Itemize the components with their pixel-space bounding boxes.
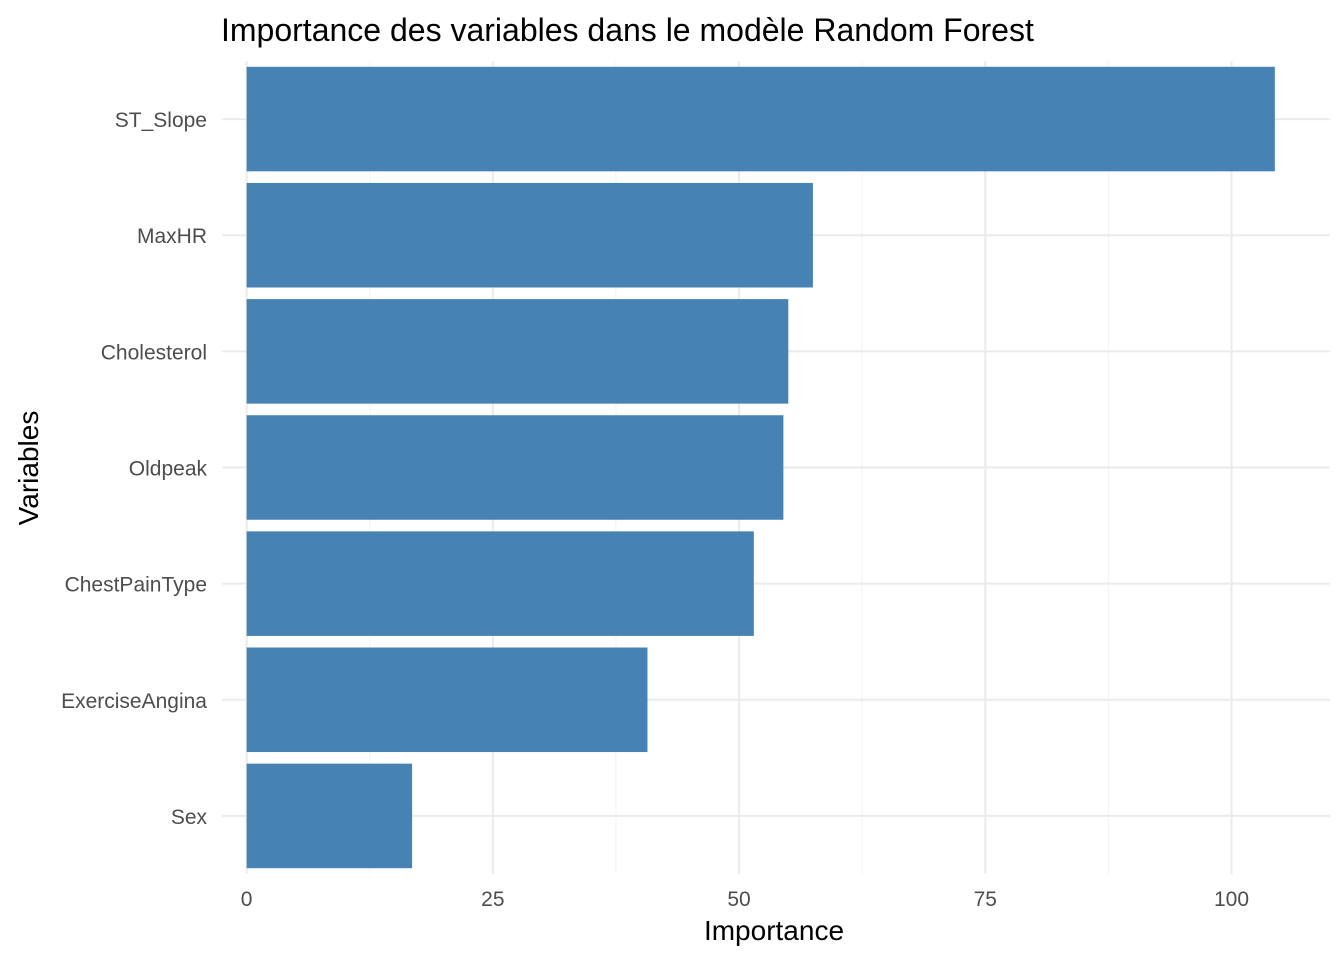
y-tick-label: Cholesterol: [101, 341, 207, 364]
y-tick-label: ChestPainType: [65, 574, 207, 597]
bar-chestpaintype: [246, 531, 754, 636]
y-tick-label: ST_Slope: [115, 109, 207, 132]
x-tick-label: 75: [974, 888, 997, 911]
y-axis-title: Variables: [13, 411, 44, 526]
bar-sex: [246, 763, 413, 869]
y-tick-label: Oldpeak: [129, 458, 208, 481]
bar-oldpeak: [246, 415, 784, 520]
x-tick-label: 25: [481, 888, 504, 911]
x-tick-label: 50: [727, 888, 750, 911]
x-axis-tick-labels: 0 25 50 75 100: [241, 888, 1249, 911]
bar-cholesterol: [246, 299, 789, 404]
y-tick-label: ExerciseAngina: [61, 690, 207, 713]
x-axis-title: Importance: [704, 915, 844, 946]
x-tick-label: 100: [1214, 888, 1249, 911]
y-tick-label: Sex: [171, 806, 208, 829]
y-axis-tick-labels: ST_Slope MaxHR Cholesterol Oldpeak ChestPain…: [61, 109, 207, 829]
x-tick-label: 0: [241, 888, 253, 911]
bar-exerciseangina: [246, 647, 648, 753]
chart-title: Importance des variables dans le modèle …: [221, 12, 1034, 48]
bar-maxhr: [246, 182, 813, 288]
bars: [246, 66, 1275, 869]
y-tick-label: MaxHR: [137, 225, 207, 248]
bar-st-slope: [246, 66, 1275, 172]
